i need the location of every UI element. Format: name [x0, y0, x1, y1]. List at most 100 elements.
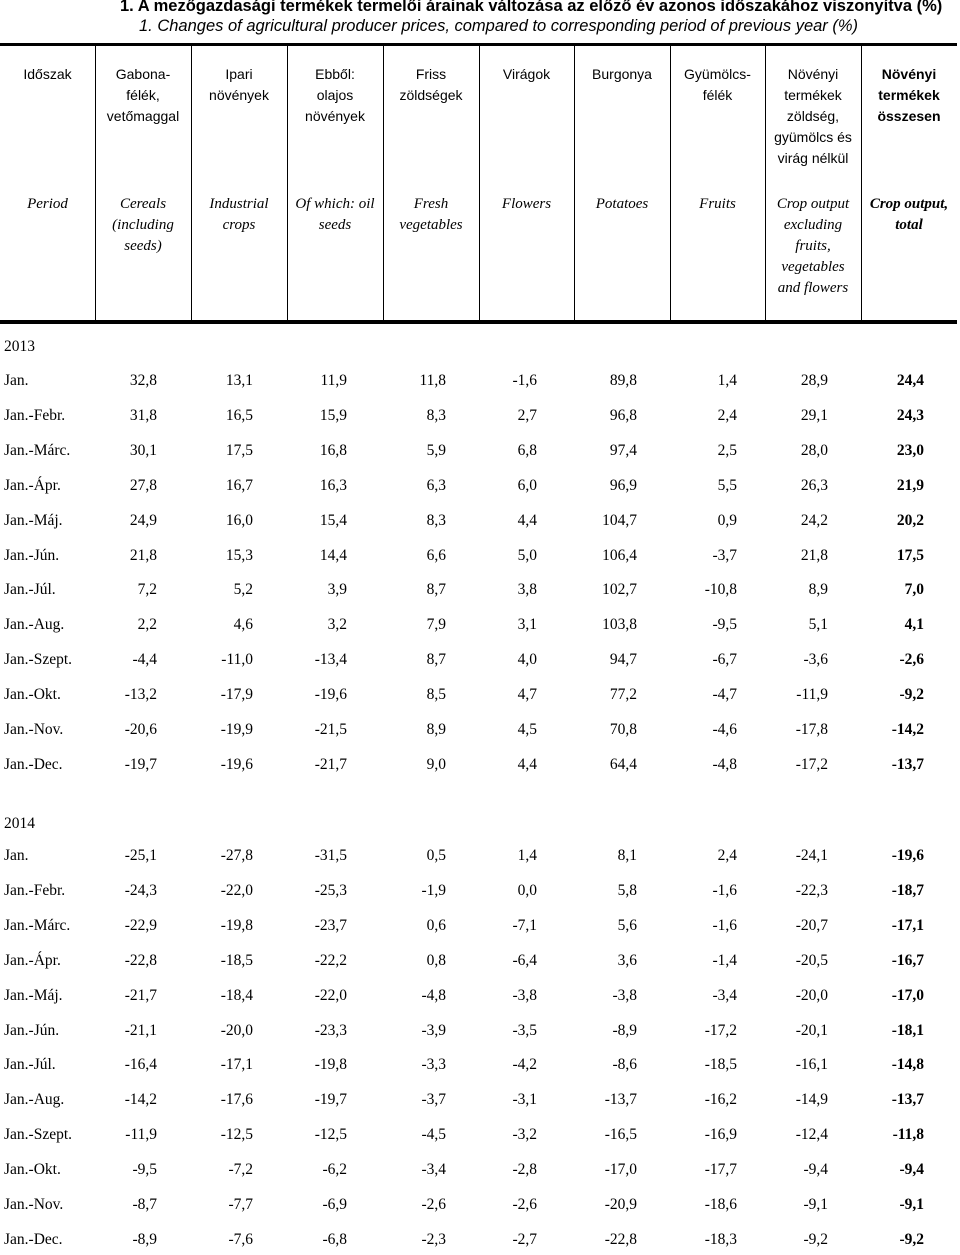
- table-row: Jan. 32,8 13,1 11,9 11,8 -1,6 89,8 1,4 28,9 24,4: [0, 372, 960, 394]
- value-cell: 6,8: [517, 441, 537, 459]
- table-row: Jan.-Febr. 31,8 16,5 15,9 8,3 2,7 96,8 2,4 29,1 2…: [0, 407, 960, 429]
- value-cell: -19,7: [314, 1091, 347, 1109]
- value-cell: 77,2: [609, 686, 637, 704]
- value-cell: 4,6: [233, 616, 253, 634]
- header-line: Virágok: [502, 66, 551, 82]
- total-cell: 21,9: [896, 476, 924, 494]
- value-cell: 3,6: [617, 951, 637, 969]
- header-line: Gabona-: [115, 66, 171, 82]
- value-cell: -21,7: [314, 755, 347, 773]
- total-cell: -9,2: [899, 1230, 924, 1248]
- value-cell: -3,6: [803, 651, 828, 669]
- title-hungarian: 1. A mezőgazdasági termékek termelői ára…: [120, 0, 943, 15]
- column-header-hu: Burgonya: [574, 64, 670, 85]
- header-line: vegetables: [399, 217, 463, 233]
- value-cell: 96,9: [609, 476, 637, 494]
- column-divider: [479, 46, 480, 320]
- value-cell: 2,5: [717, 441, 737, 459]
- value-cell: 7,2: [137, 581, 157, 599]
- header-line: olajos: [316, 87, 354, 103]
- value-cell: -8,6: [612, 1056, 637, 1074]
- header-line: total: [895, 217, 923, 233]
- header-line: Industrial: [209, 196, 269, 212]
- value-cell: -19,8: [314, 1056, 347, 1074]
- total-cell: -9,4: [899, 1161, 924, 1179]
- value-cell: -13,7: [604, 1091, 637, 1109]
- column-header-hu: Gyümölcs-félék: [670, 64, 765, 106]
- value-cell: -3,2: [512, 1126, 537, 1144]
- value-cell: -6,8: [322, 1230, 347, 1248]
- header-line: Fresh: [413, 196, 449, 212]
- table-row: Jan.-Szept. -11,9 -12,5 -12,5 -4,5 -3,2 -16,5 -…: [0, 1126, 960, 1148]
- period-label: Jan.-Dec.: [4, 1230, 63, 1248]
- value-cell: 32,8: [129, 372, 157, 389]
- value-cell: 8,5: [426, 686, 446, 704]
- value-cell: 5,5: [717, 476, 737, 494]
- value-cell: 2,2: [137, 616, 157, 634]
- value-cell: -3,4: [421, 1161, 446, 1179]
- title-english: 1. Changes of agricultural producer pric…: [139, 17, 859, 35]
- header-line: növények: [209, 87, 269, 103]
- header-line: Ebből:: [315, 66, 355, 82]
- value-cell: -31,5: [314, 847, 347, 864]
- value-cell: -18,6: [704, 1196, 737, 1213]
- value-cell: -17,1: [220, 1056, 253, 1074]
- value-cell: -17,6: [220, 1091, 253, 1109]
- value-cell: -13,2: [124, 686, 157, 704]
- value-cell: -27,8: [220, 847, 253, 864]
- column-header-hu: Időszak: [0, 64, 95, 85]
- value-cell: -18,4: [220, 986, 253, 1004]
- column-header-hu: Virágok: [479, 64, 574, 85]
- value-cell: 29,1: [800, 406, 828, 424]
- value-cell: 16,0: [225, 511, 253, 529]
- value-cell: -24,1: [795, 847, 828, 864]
- total-cell: -19,6: [891, 847, 924, 864]
- period-label: Jan.-Jún.: [4, 546, 60, 564]
- column-header-hu: Friss zöldségek: [383, 64, 479, 106]
- table-row: Jan.-Febr. -24,3 -22,0 -25,3 -1,9 0,0 5,8 -1,6 -…: [0, 882, 960, 904]
- value-cell: 0,8: [426, 951, 446, 969]
- value-cell: 0,0: [517, 881, 537, 899]
- value-cell: 15,3: [225, 546, 253, 564]
- table-row: Jan.-Jún. -21,1 -20,0 -23,3 -3,9 -3,5 -8,9 -17,…: [0, 1022, 960, 1044]
- value-cell: 1,4: [517, 847, 537, 864]
- value-cell: -11,9: [796, 686, 828, 704]
- value-cell: 16,8: [319, 441, 347, 459]
- value-cell: 4,4: [517, 511, 537, 529]
- total-cell: -14,8: [891, 1056, 924, 1074]
- value-cell: -12,4: [795, 1126, 828, 1144]
- value-cell: -13,4: [314, 651, 347, 669]
- period-label: Jan.-Júl.: [4, 581, 56, 599]
- value-cell: -6,4: [512, 951, 537, 969]
- value-cell: -2,8: [512, 1161, 537, 1179]
- column-header-hu: Ipari növények: [191, 64, 287, 106]
- value-cell: -3,7: [421, 1091, 446, 1109]
- header-line: Ipari: [225, 66, 253, 82]
- table-row: Jan.-Máj. 24,9 16,0 15,4 8,3 4,4 104,7 0,9 24,2 2…: [0, 512, 960, 534]
- header-line: Gyümölcs-: [684, 66, 751, 82]
- header-line: Időszak: [23, 66, 72, 82]
- period-label: Jan.-Márc.: [4, 916, 71, 934]
- value-cell: 4,0: [517, 651, 537, 669]
- column-divider: [574, 46, 575, 320]
- value-cell: -3,5: [512, 1021, 537, 1039]
- year-heading: 2014: [4, 815, 35, 832]
- value-cell: 24,2: [800, 511, 828, 529]
- value-cell: 17,5: [225, 441, 253, 459]
- value-cell: -4,5: [421, 1126, 446, 1144]
- value-cell: -10,8: [704, 581, 737, 599]
- value-cell: -12,5: [220, 1126, 253, 1144]
- value-cell: -8,7: [132, 1196, 157, 1213]
- value-cell: -1,9: [421, 881, 446, 899]
- value-cell: 16,5: [225, 406, 253, 424]
- value-cell: -25,3: [314, 881, 347, 899]
- value-cell: 24,9: [129, 511, 157, 529]
- total-cell: -2,6: [899, 651, 924, 669]
- column-header-en: Crop output excluding fruits, vegetables and…: [765, 194, 861, 299]
- column-header-hu: Gabona-félék, vetőmaggal: [95, 64, 191, 127]
- value-cell: 28,9: [800, 372, 828, 389]
- value-cell: -3,3: [421, 1056, 446, 1074]
- value-cell: 8,7: [426, 581, 446, 599]
- period-label: Jan.-Aug.: [4, 1091, 65, 1109]
- header-line: Növényi: [881, 66, 937, 82]
